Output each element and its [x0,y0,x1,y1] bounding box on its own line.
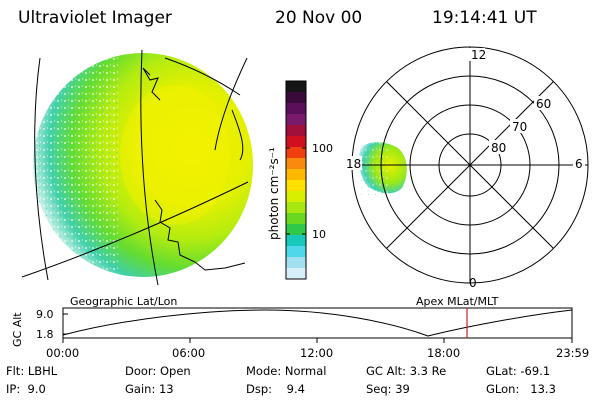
glon-value: 13.3 [530,382,556,396]
gain-field: Gain: 13 [125,382,174,396]
mlt-label-12: 12 [471,48,486,62]
colorbar [286,81,306,280]
seq-value: 39 [395,382,410,396]
colorbar-segment [286,103,306,115]
mlt-label-18: 18 [346,157,361,171]
x-tick-1800: 18:00 [427,346,460,360]
colorbar-segment [286,81,306,93]
door-field: Door: Open [125,364,191,378]
colorbar-segment [286,202,306,214]
instrument-title: Ultraviolet Imager [18,8,172,28]
glat-value: -69.1 [520,364,551,378]
grid-line [34,57,49,281]
mlt-label-0: 0 [469,276,477,290]
dsp-field: Dsp: 9.4 [246,382,305,396]
colorbar-segment [286,125,306,137]
glon-field: GLon: 13.3 [486,382,556,396]
grid-line [214,57,248,151]
gcalt-field: GC Alt: 3.3 Re [366,364,447,378]
polar-plot: 12 18 6 0 60 70 80 [342,46,589,290]
coastline [154,199,246,271]
colorbar-segment [286,191,306,203]
colorbar-segment [286,224,306,236]
filter-field: Flt: LBHL [6,364,58,378]
mlt-label-6: 6 [575,157,583,171]
seq-field: Seq: 39 [366,382,410,396]
x-tick-2359: 23:59 [556,346,589,360]
apex-caption: Apex MLat/MLT [416,295,499,308]
colorbar-tick-100: 100 [312,142,333,155]
colorbar-segment [286,169,306,181]
colorbar-segment [286,268,306,280]
glat-field: GLat: -69.1 [486,364,551,378]
date-label: 20 Nov 00 [275,8,363,28]
ip-value: 9.0 [27,382,46,396]
mode-value: Normal [284,364,327,378]
altitude-curve [62,309,573,337]
y-tick-1-8: 1.8 [36,328,54,341]
grid-line [21,181,249,278]
x-tick-0600: 06:00 [172,346,205,360]
x-tick-1200: 12:00 [300,346,333,360]
y-tick-9: 9.0 [36,308,54,321]
colorbar-segment [286,235,306,247]
time-label: 19:14:41 UT [432,8,537,28]
geographic-caption: Geographic Lat/Lon [70,295,177,308]
colorbar-segment [286,213,306,225]
colorbar-segment [286,92,306,104]
colorbar-segment [286,158,306,170]
colorbar-segment [286,180,306,192]
gain-value: 13 [158,382,174,396]
colorbar-tick-10: 10 [312,228,326,241]
meridian-diag-b [386,81,554,249]
grid-line [140,49,159,286]
altitude-timeline: GC Alt 9.0 1.8 00:00 06:00 12:00 18:00 2… [11,307,589,360]
colorbar-segment [286,147,306,159]
dsp-value: 9.4 [286,382,305,396]
gcalt-value: 3.3 Re [409,364,447,378]
colorbar-segment [286,114,306,126]
mlat-label-80: 80 [491,141,506,155]
mlat-label-60: 60 [536,97,551,111]
grid-line [231,109,244,161]
grid-line [164,57,241,96]
x-tick-0000: 00:00 [46,346,79,360]
geographic-image [21,49,253,286]
colorbar-unit-label: photon cm⁻²s⁻¹ [267,147,281,240]
colorbar-segment [286,136,306,148]
mode-field: Mode: Normal [246,364,327,378]
colorbar-segment [286,257,306,269]
filter-value: LBHL [27,364,58,378]
colorbar-frame [285,80,307,280]
timeline-axis-title: GC Alt [11,312,24,347]
ip-field: IP: 9.0 [6,382,46,396]
colorbar-segment [286,246,306,258]
mlat-label-70: 70 [512,120,527,134]
door-value: Open [159,364,191,378]
coastline [142,67,161,101]
